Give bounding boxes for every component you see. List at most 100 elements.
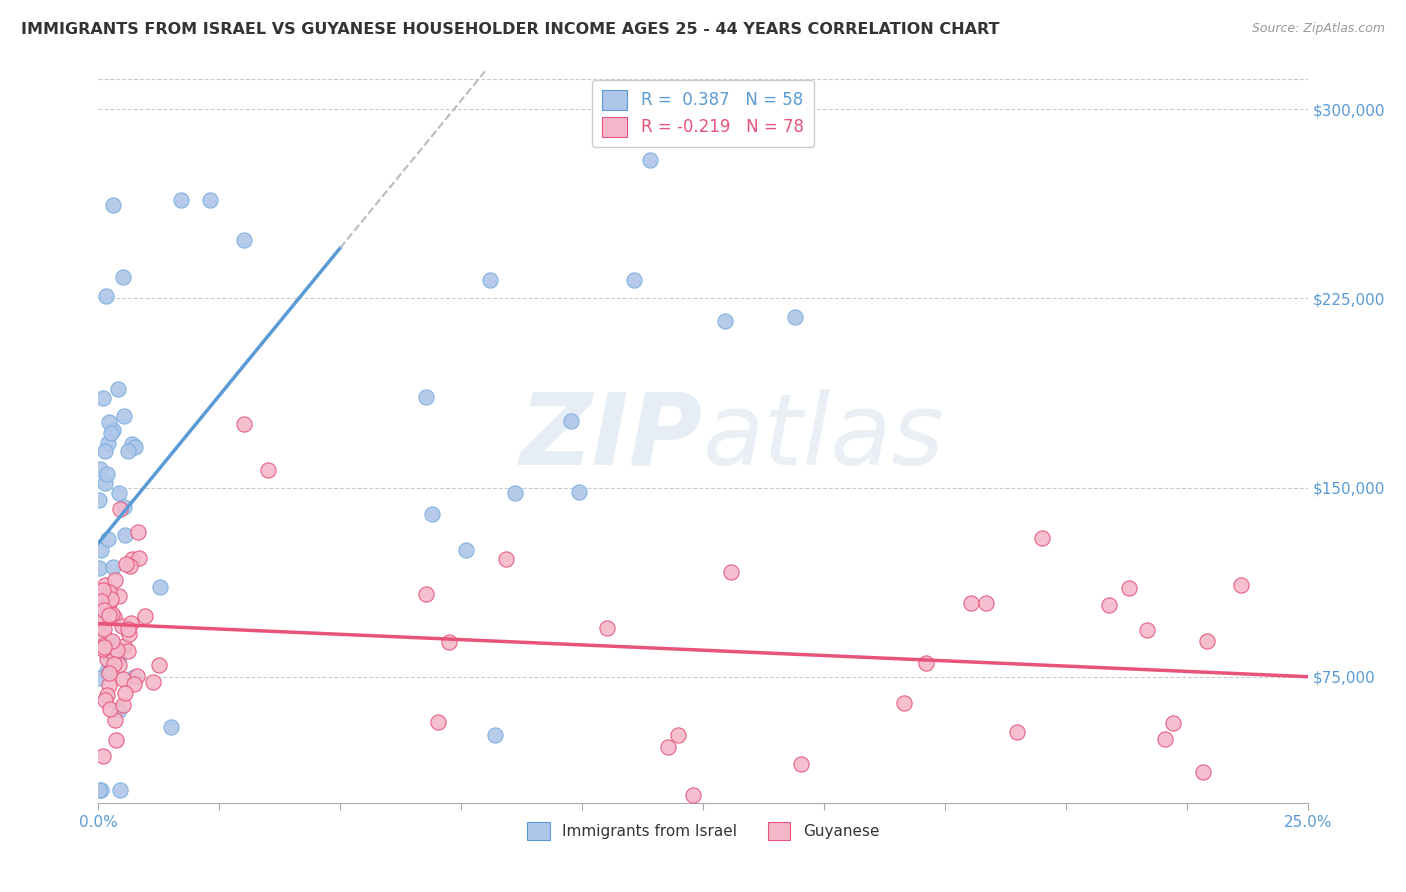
Point — [91, 641, 114, 656]
Point — [657, 739, 679, 754]
Point — [87, 671, 110, 685]
Point — [108, 485, 131, 500]
Point — [1229, 578, 1251, 592]
Point — [94, 289, 117, 303]
Point — [484, 728, 506, 742]
Point — [596, 621, 619, 635]
Point — [232, 233, 254, 247]
Text: ZIP: ZIP — [520, 389, 703, 485]
Point — [120, 615, 142, 630]
Point — [98, 607, 121, 622]
Point — [100, 644, 122, 658]
Point — [127, 669, 149, 683]
Point — [94, 444, 117, 458]
Point — [93, 613, 115, 627]
Point — [114, 500, 136, 514]
Point — [96, 652, 118, 666]
Point — [893, 697, 915, 711]
Point — [90, 594, 112, 608]
Point — [420, 507, 443, 521]
Text: atlas: atlas — [703, 389, 945, 485]
Point — [124, 677, 146, 691]
Point — [114, 686, 136, 700]
Point — [122, 670, 145, 684]
Point — [117, 622, 139, 636]
Point — [454, 542, 477, 557]
Point — [93, 639, 115, 653]
Point — [96, 688, 118, 702]
Point — [503, 486, 526, 500]
Point — [100, 636, 122, 650]
Point — [232, 417, 254, 432]
Point — [90, 543, 112, 558]
Point — [94, 578, 117, 592]
Point — [623, 273, 645, 287]
Point — [93, 582, 115, 597]
Point — [1136, 623, 1159, 637]
Point — [149, 580, 172, 594]
Point — [87, 783, 110, 797]
Legend: Immigrants from Israel, Guyanese: Immigrants from Israel, Guyanese — [520, 815, 886, 847]
Point — [128, 550, 150, 565]
Point — [121, 436, 143, 450]
Point — [97, 415, 120, 429]
Point — [115, 557, 138, 571]
Point — [124, 440, 146, 454]
Point — [134, 608, 156, 623]
Point — [98, 655, 121, 669]
Point — [415, 587, 437, 601]
Point — [87, 492, 110, 507]
Point — [256, 463, 278, 477]
Point — [87, 561, 110, 575]
Point — [98, 702, 121, 716]
Point — [666, 728, 689, 742]
Point — [114, 527, 136, 541]
Point — [160, 720, 183, 734]
Point — [93, 623, 115, 637]
Point — [97, 599, 120, 613]
Point — [91, 748, 114, 763]
Point — [100, 592, 122, 607]
Point — [108, 658, 131, 673]
Point — [495, 551, 517, 566]
Point — [121, 552, 143, 566]
Point — [783, 310, 806, 324]
Point — [1031, 531, 1053, 545]
Point — [91, 613, 114, 627]
Point — [1153, 732, 1175, 747]
Point — [790, 757, 813, 772]
Point — [107, 703, 129, 717]
Point — [103, 610, 125, 624]
Point — [89, 462, 111, 476]
Point — [98, 665, 121, 680]
Point — [105, 733, 128, 747]
Point — [96, 664, 118, 678]
Point — [101, 607, 124, 622]
Point — [101, 633, 124, 648]
Point — [117, 444, 139, 458]
Point — [97, 435, 120, 450]
Point — [118, 558, 141, 573]
Point — [101, 198, 124, 212]
Point — [90, 783, 112, 797]
Point — [93, 630, 115, 644]
Point — [97, 596, 120, 610]
Point — [104, 573, 127, 587]
Point — [142, 675, 165, 690]
Point — [437, 635, 460, 649]
Point — [127, 524, 149, 539]
Point — [89, 600, 111, 615]
Point — [107, 382, 129, 396]
Point — [91, 391, 114, 405]
Point — [112, 270, 135, 285]
Point — [94, 693, 117, 707]
Point — [97, 532, 120, 546]
Point — [714, 314, 737, 328]
Point — [104, 713, 127, 727]
Point — [1161, 716, 1184, 731]
Point — [96, 647, 118, 661]
Point — [478, 273, 501, 287]
Point — [93, 603, 115, 617]
Point — [108, 502, 131, 516]
Point — [560, 414, 582, 428]
